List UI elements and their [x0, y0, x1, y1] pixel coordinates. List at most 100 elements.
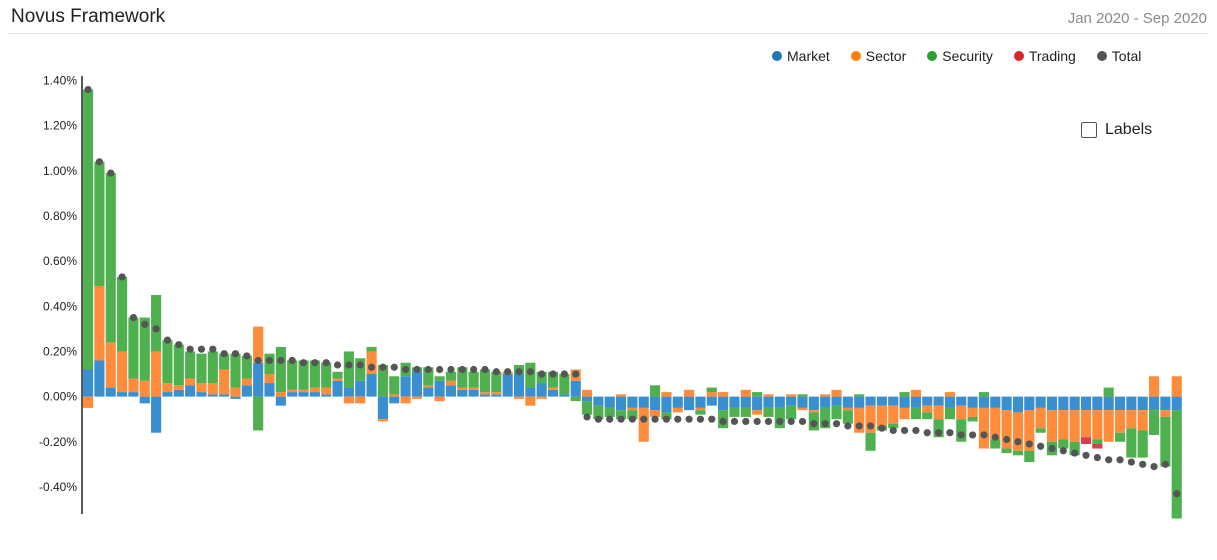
total-point[interactable] — [1116, 456, 1124, 464]
security-bar[interactable] — [1103, 387, 1114, 397]
market-bar[interactable] — [978, 396, 990, 408]
total-point[interactable] — [572, 370, 580, 378]
sector-bar[interactable] — [661, 392, 672, 397]
total-point[interactable] — [1127, 458, 1135, 466]
market-bar[interactable] — [1024, 396, 1035, 411]
total-point[interactable] — [209, 345, 217, 353]
sector-bar[interactable] — [332, 378, 343, 381]
total-point[interactable] — [674, 415, 682, 423]
sector-bar[interactable] — [910, 389, 921, 397]
sector-bar[interactable] — [944, 392, 955, 397]
security-bar[interactable] — [1148, 410, 1160, 435]
total-point[interactable] — [402, 365, 410, 374]
security-bar[interactable] — [241, 355, 252, 379]
security-bar[interactable] — [581, 401, 593, 415]
total-point[interactable] — [651, 415, 659, 423]
security-bar[interactable] — [1171, 410, 1182, 519]
security-bar[interactable] — [570, 396, 581, 402]
sector-bar[interactable] — [1148, 376, 1160, 397]
sector-bar[interactable] — [1069, 410, 1080, 442]
market-bar[interactable] — [219, 394, 230, 397]
market-bar[interactable] — [1035, 396, 1046, 408]
market-bar[interactable] — [105, 387, 116, 397]
security-bar[interactable] — [128, 317, 139, 379]
security-bar[interactable] — [1012, 450, 1024, 456]
sector-bar[interactable] — [479, 392, 491, 395]
market-bar[interactable] — [128, 392, 139, 397]
market-bar[interactable] — [706, 396, 717, 406]
total-point[interactable] — [345, 361, 353, 369]
total-point[interactable] — [470, 365, 478, 374]
total-point[interactable] — [367, 363, 376, 371]
total-point[interactable] — [787, 417, 795, 426]
total-point[interactable] — [413, 365, 421, 374]
total-point[interactable] — [538, 370, 546, 378]
security-bar[interactable] — [899, 392, 910, 397]
sector-bar[interactable] — [1171, 376, 1182, 397]
sector-bar[interactable] — [808, 410, 819, 413]
sector-bar[interactable] — [411, 396, 423, 399]
market-bar[interactable] — [479, 394, 491, 397]
sector-bar[interactable] — [128, 378, 139, 393]
total-point[interactable] — [900, 426, 909, 435]
total-point[interactable] — [934, 429, 943, 437]
total-point[interactable] — [504, 368, 512, 376]
sector-bar[interactable] — [173, 385, 184, 390]
labels-checkbox[interactable] — [1081, 122, 1097, 138]
sector-bar[interactable] — [1058, 410, 1069, 440]
total-point[interactable] — [299, 359, 308, 367]
total-point[interactable] — [379, 363, 387, 371]
security-bar[interactable] — [842, 410, 853, 424]
market-bar[interactable] — [627, 396, 638, 408]
security-bar[interactable] — [230, 353, 241, 388]
market-bar[interactable] — [808, 396, 819, 411]
sector-bar[interactable] — [457, 387, 468, 390]
total-point[interactable] — [810, 420, 818, 428]
total-point[interactable] — [844, 422, 852, 430]
sector-bar[interactable] — [888, 405, 899, 424]
sector-bar[interactable] — [854, 407, 865, 433]
market-bar[interactable] — [593, 396, 604, 406]
security-bar[interactable] — [752, 392, 763, 397]
market-bar[interactable] — [536, 383, 547, 397]
total-point[interactable] — [606, 415, 614, 423]
market-bar[interactable] — [253, 362, 264, 397]
total-point[interactable] — [889, 426, 897, 435]
market-bar[interactable] — [264, 383, 275, 397]
sector-bar[interactable] — [219, 369, 230, 395]
market-bar[interactable] — [502, 374, 513, 397]
market-bar[interactable] — [1148, 396, 1160, 411]
security-bar[interactable] — [173, 344, 184, 386]
sector-bar[interactable] — [275, 392, 286, 397]
trading-bar[interactable] — [1080, 437, 1092, 445]
total-point[interactable] — [980, 431, 988, 439]
market-bar[interactable] — [491, 394, 502, 397]
total-point[interactable] — [640, 415, 648, 423]
market-bar[interactable] — [956, 396, 967, 406]
legend-item-market[interactable]: Market — [772, 48, 830, 64]
sector-bar[interactable] — [1001, 410, 1012, 449]
market-bar[interactable] — [672, 396, 683, 408]
sector-bar[interactable] — [967, 407, 978, 417]
total-point[interactable] — [912, 426, 920, 435]
security-bar[interactable] — [468, 371, 479, 388]
trading-bar[interactable] — [1092, 444, 1103, 449]
total-point[interactable] — [549, 370, 557, 378]
sector-bar[interactable] — [695, 407, 706, 411]
total-point[interactable] — [526, 368, 534, 376]
security-bar[interactable] — [547, 371, 559, 388]
sector-bar[interactable] — [423, 385, 434, 388]
total-point[interactable] — [957, 431, 965, 439]
security-bar[interactable] — [1126, 428, 1137, 458]
total-point[interactable] — [152, 325, 160, 333]
market-bar[interactable] — [865, 396, 876, 406]
market-bar[interactable] — [615, 396, 627, 411]
total-point[interactable] — [197, 345, 206, 353]
security-bar[interactable] — [604, 407, 615, 417]
security-bar[interactable] — [865, 432, 876, 451]
sector-bar[interactable] — [513, 396, 525, 399]
total-point[interactable] — [764, 417, 773, 426]
market-bar[interactable] — [298, 392, 309, 397]
total-point[interactable] — [1048, 444, 1056, 453]
total-point[interactable] — [855, 422, 863, 430]
